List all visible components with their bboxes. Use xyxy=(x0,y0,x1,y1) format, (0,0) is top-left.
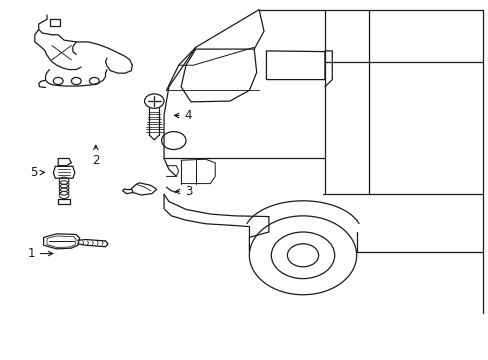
Text: 4: 4 xyxy=(174,109,192,122)
Text: 2: 2 xyxy=(92,145,100,167)
Text: 1: 1 xyxy=(27,247,53,260)
Text: 5: 5 xyxy=(30,166,44,179)
Text: 3: 3 xyxy=(175,185,192,198)
